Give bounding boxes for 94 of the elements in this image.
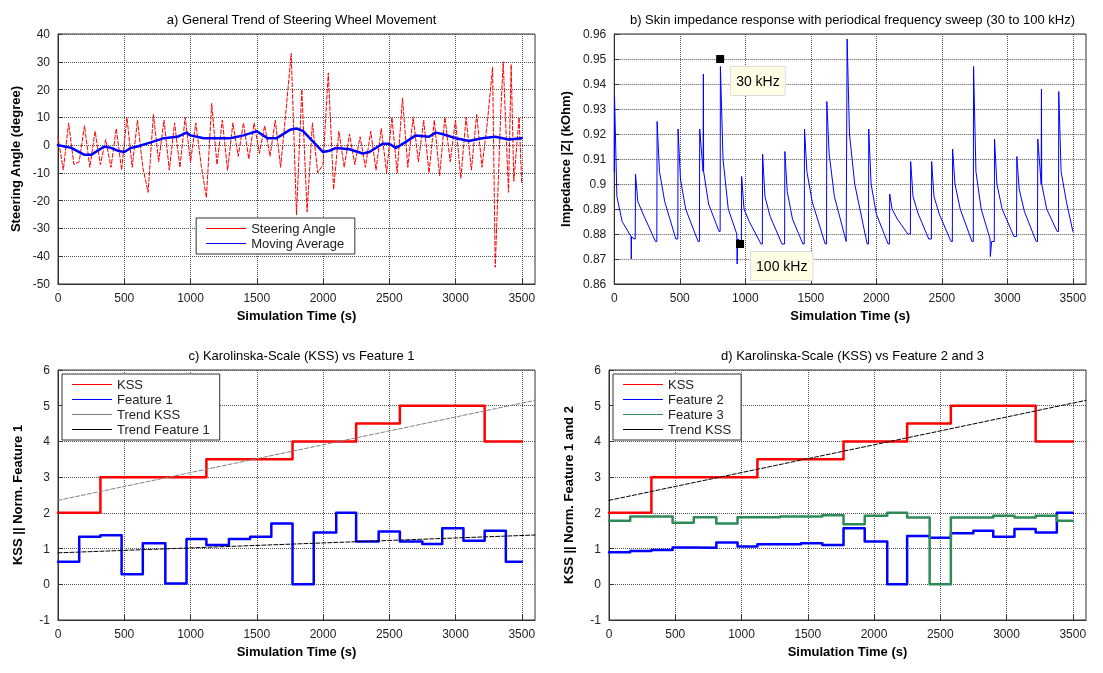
y-tick-label: 1 — [43, 541, 51, 556]
y-tick-label: -40 — [32, 249, 51, 264]
y-tick-label: 6 — [43, 363, 51, 377]
x-tick-label: 2500 — [926, 627, 954, 641]
y-tick-label: -10 — [32, 165, 51, 180]
y-axis-title: Impedance |Z| (kOhm) — [558, 91, 573, 227]
x-tick-label: 2000 — [862, 291, 891, 305]
y-axis-title: KSS || Norm. Feature 1 — [10, 424, 25, 566]
legend-label: Trend KSS — [117, 407, 181, 422]
legend-label: KSS — [117, 377, 144, 392]
x-tick-label: 3500 — [508, 627, 536, 641]
annotation: 30 kHz — [736, 73, 780, 89]
y-axis-title: Steering Angle (degree) — [7, 85, 23, 233]
y-tick-label: -1 — [39, 613, 51, 627]
y-tick-label: 0.93 — [582, 102, 607, 116]
y-tick-label: 5 — [43, 398, 51, 413]
chart-title: a) General Trend of Steering Wheel Movement — [166, 12, 437, 27]
y-tick-label: 3 — [43, 470, 51, 485]
legend-label: Moving Average — [251, 236, 345, 251]
x-tick-label: 2000 — [860, 627, 888, 641]
line-series — [57, 52, 523, 268]
x-tick-label: 2500 — [375, 291, 403, 305]
y-tick-label: 2 — [594, 505, 602, 520]
x-tick-label: 3500 — [1059, 627, 1087, 641]
line-series — [56, 127, 523, 157]
x-tick-label: 3500 — [508, 291, 536, 305]
x-tick-label: 1000 — [731, 291, 759, 305]
y-tick-label: 0.92 — [582, 127, 607, 141]
y-tick-label: 2 — [43, 505, 51, 520]
y-tick-label: -1 — [590, 613, 602, 627]
x-tick-label: 1500 — [797, 291, 825, 305]
chart-title: d) Karolinska-Scale (KSS) vs Feature 2 and 3 — [720, 348, 985, 363]
y-tick-label: -20 — [32, 193, 51, 208]
x-tick-label: 1000 — [728, 627, 756, 641]
x-tick-label: 1500 — [243, 627, 271, 641]
legend-label: Trend KSS — [668, 422, 732, 437]
x-tick-label: 500 — [665, 627, 686, 641]
x-tick-label: 0 — [54, 627, 62, 641]
y-tick-label: 6 — [594, 363, 602, 377]
x-tick-label: 2500 — [928, 291, 956, 305]
x-axis-title: Simulation Time (s) — [790, 307, 910, 323]
legend-label: Feature 1 — [117, 392, 173, 407]
x-tick-label: 500 — [114, 627, 135, 641]
y-tick-label: 40 — [36, 27, 51, 41]
x-tick-label: 1000 — [177, 291, 205, 305]
legend-label: Feature 3 — [668, 407, 724, 422]
y-tick-label: 0.88 — [582, 227, 607, 241]
y-tick-label: 0.9 — [589, 177, 607, 191]
legend-label: KSS — [668, 377, 695, 392]
y-tick-label: 0 — [594, 577, 602, 592]
x-tick-label: 3000 — [442, 627, 470, 641]
y-tick-label: 0.94 — [582, 77, 607, 91]
x-tick-label: 0 — [54, 291, 62, 305]
legend-label: Steering Angle — [251, 221, 336, 236]
y-tick-label: 30 — [36, 54, 51, 69]
x-tick-label: 0 — [610, 291, 618, 305]
annotation: 100 kHz — [756, 258, 808, 274]
x-axis-title: Simulation Time (s) — [236, 307, 357, 323]
y-tick-label: 4 — [594, 434, 602, 449]
x-tick-label: 1000 — [177, 627, 205, 641]
legend-label: Trend Feature 1 — [117, 422, 210, 437]
y-tick-label: 0 — [43, 577, 51, 592]
y-tick-label: -50 — [32, 277, 51, 291]
y-tick-label: 5 — [594, 398, 602, 413]
x-tick-label: 1500 — [794, 627, 822, 641]
y-tick-label: 20 — [36, 82, 51, 97]
chart-title: c) Karolinska-Scale (KSS) vs Feature 1 — [188, 348, 415, 363]
y-tick-label: 0.87 — [582, 252, 607, 266]
y-tick-label: 4 — [43, 434, 51, 449]
y-axis-title: KSS || Norm. Feature 1 and 2 — [561, 406, 576, 584]
y-tick-label: 0.86 — [582, 277, 607, 291]
x-tick-label: 2000 — [309, 627, 337, 641]
chart-title: b) Skin impedance response with periodical frequency sweep (30 to 100 kHz) — [629, 12, 1076, 27]
y-tick-label: 3 — [594, 470, 602, 485]
y-tick-label: -30 — [32, 221, 51, 236]
y-tick-label: 0 — [43, 138, 51, 153]
y-tick-label: 0.89 — [582, 202, 607, 216]
x-tick-label: 1500 — [243, 291, 271, 305]
x-axis-title: Simulation Time (s) — [787, 643, 908, 659]
y-tick-label: 10 — [36, 110, 51, 125]
y-tick-label: 0.95 — [582, 52, 607, 66]
x-tick-label: 3000 — [994, 291, 1022, 305]
x-tick-label: 2000 — [309, 291, 337, 305]
x-tick-label: 3000 — [993, 627, 1021, 641]
y-tick-label: 0.96 — [582, 27, 607, 41]
x-tick-label: 3000 — [442, 291, 470, 305]
x-tick-label: 3500 — [1059, 291, 1087, 305]
y-tick-label: 0.91 — [582, 152, 607, 166]
x-axis-title: Simulation Time (s) — [236, 643, 357, 659]
x-tick-label: 500 — [114, 291, 135, 305]
legend-label: Feature 2 — [668, 392, 724, 407]
x-tick-label: 2500 — [375, 627, 403, 641]
y-tick-label: 1 — [594, 541, 602, 556]
x-tick-label: 500 — [669, 291, 691, 305]
